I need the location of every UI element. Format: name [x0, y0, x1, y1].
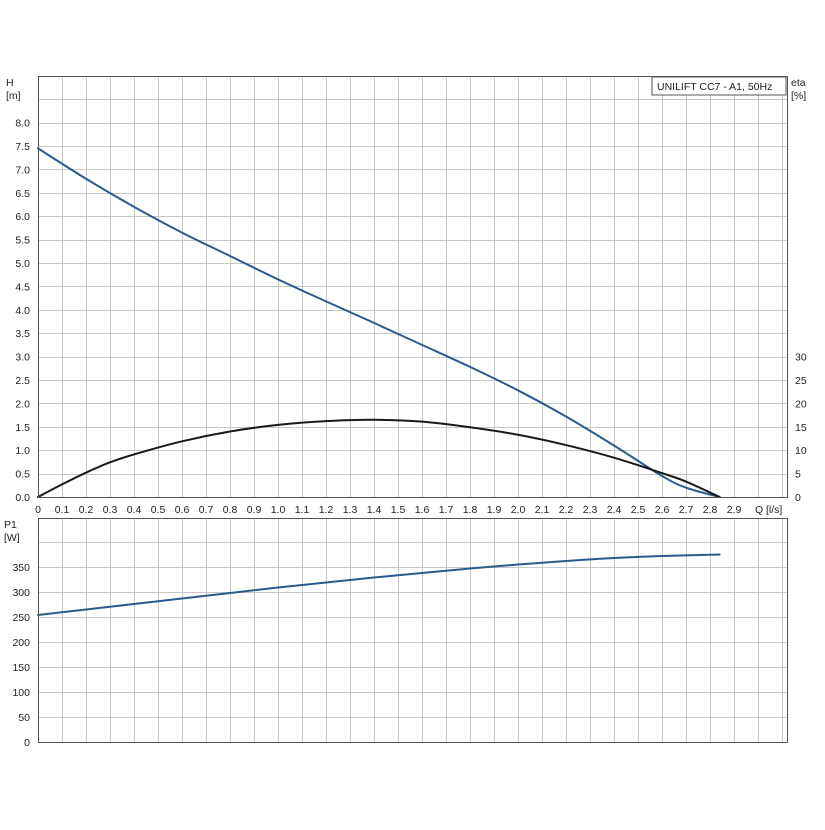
- y-left-tick-label-upper: 3.0: [15, 352, 30, 364]
- y-left-tick-label-upper: 7.0: [15, 164, 30, 176]
- x-tick-label: 1.6: [415, 504, 430, 516]
- efficiency-curve: [37, 418, 721, 498]
- y-right-label-line2: [%]: [791, 90, 806, 102]
- tick-labels: 0 0.1 0.2 0.3 0.4 0.5 0.6 0.7 0.8 0.9 1.0 1.1 1.2 1.3…: [12, 118, 806, 749]
- y-left-tick-label-lower: 200: [12, 637, 30, 649]
- y-left-tick-label-upper: 0.5: [15, 469, 30, 481]
- y-left-label-line1-upper: H: [6, 77, 14, 89]
- x-tick-label: 1.0: [271, 504, 286, 516]
- y-left-tick-label-upper: 5.5: [15, 235, 30, 247]
- x-tick-label: 2.1: [535, 504, 550, 516]
- x-axis-label-unit: [l/s]: [766, 504, 782, 516]
- x-tick-label: 2.7: [679, 504, 694, 516]
- legend-box: [651, 76, 787, 96]
- y-right-tick-label: 15: [795, 422, 807, 434]
- y-left-tick-label-upper: 8.0: [15, 118, 30, 130]
- upper-panel-frame: [38, 76, 788, 498]
- lower-panel-grid: [38, 518, 787, 742]
- y-right-tick-label: 10: [795, 445, 807, 457]
- y-left-tick-label-lower: 250: [12, 612, 30, 624]
- y-left-tick-label-lower: 300: [12, 587, 30, 599]
- x-tick-label: 2.3: [583, 504, 598, 516]
- y-left-tick-label-upper: 2.5: [15, 375, 30, 387]
- y-left-label-line2-upper: [m]: [6, 90, 21, 102]
- y-left-tick-label-upper: 4.5: [15, 281, 30, 293]
- x-tick-label: 0.6: [175, 504, 190, 516]
- y-left-tick-label-upper: 7.5: [15, 141, 30, 153]
- x-tick-label: 2.5: [631, 504, 646, 516]
- y-right-tick-label: 20: [795, 398, 807, 410]
- x-tick-label: 1.2: [319, 504, 334, 516]
- y-left-label-line1-lower: P1: [4, 519, 17, 531]
- y-left-tick-label-lower: 0: [24, 737, 30, 749]
- x-tick-label: 1.4: [367, 504, 382, 516]
- x-tick-label: 2.2: [559, 504, 574, 516]
- chart-title: UNILIFT CC7 - A1, 50Hz: [657, 81, 772, 93]
- x-tick-label: 0.4: [127, 504, 142, 516]
- y-right-label-line1: eta: [791, 77, 806, 89]
- y-left-tick-label-upper: 5.0: [15, 258, 30, 270]
- x-tick-label: 0.8: [223, 504, 238, 516]
- y-right-tick-label: 0: [795, 492, 801, 504]
- x-tick-label: 0.1: [55, 504, 70, 516]
- y-right-tick-label: 25: [795, 375, 807, 387]
- panel-frames: [38, 76, 788, 743]
- x-tick-label: 2.6: [655, 504, 670, 516]
- x-tick-label: 2.0: [511, 504, 526, 516]
- y-left-label-line2-lower: [W]: [4, 532, 20, 544]
- upper-panel-grid: [38, 76, 787, 497]
- x-tick-label: 2.8: [703, 504, 718, 516]
- y-left-tick-label-upper: 4.0: [15, 305, 30, 317]
- x-tick-label: 0.3: [103, 504, 118, 516]
- y-right-tick-label: 30: [795, 352, 807, 364]
- y-left-tick-label-upper: 3.5: [15, 328, 30, 340]
- x-tick-label: 0.9: [247, 504, 262, 516]
- y-left-tick-label-upper: 6.5: [15, 188, 30, 200]
- x-tick-label: 0: [35, 504, 41, 516]
- x-tick-label: 1.7: [439, 504, 454, 516]
- x-tick-label: 1.9: [487, 504, 502, 516]
- x-tick-label: 2.4: [607, 504, 622, 516]
- y-left-tick-label-upper: 2.0: [15, 398, 30, 410]
- x-tick-label: 0.2: [79, 504, 94, 516]
- y-left-tick-label-upper: 1.0: [15, 445, 30, 457]
- y-left-tick-label-upper: 1.5: [15, 422, 30, 434]
- x-tick-label: 1.5: [391, 504, 406, 516]
- y-left-tick-label-lower: 350: [12, 562, 30, 574]
- x-tick-label: 0.5: [151, 504, 166, 516]
- y-left-tick-label-upper: 0.0: [15, 492, 30, 504]
- y-right-tick-label: 5: [795, 469, 801, 481]
- x-tick-label: 1.3: [343, 504, 358, 516]
- y-left-tick-label-lower: 150: [12, 662, 30, 674]
- y-left-tick-label-lower: 100: [12, 687, 30, 699]
- y-left-tick-label-lower: 50: [18, 712, 30, 724]
- x-tick-label: 2.9: [727, 504, 742, 516]
- chart-curves: [37, 147, 721, 616]
- x-tick-label: 1.8: [463, 504, 478, 516]
- x-axis-label-q: Q: [755, 504, 763, 516]
- lower-panel-frame: [38, 518, 788, 743]
- power-curve: [37, 553, 721, 616]
- head-curve: [37, 147, 721, 498]
- y-left-tick-label-upper: 6.0: [15, 211, 30, 223]
- x-tick-label: 1.1: [295, 504, 310, 516]
- x-tick-label: 0.7: [199, 504, 214, 516]
